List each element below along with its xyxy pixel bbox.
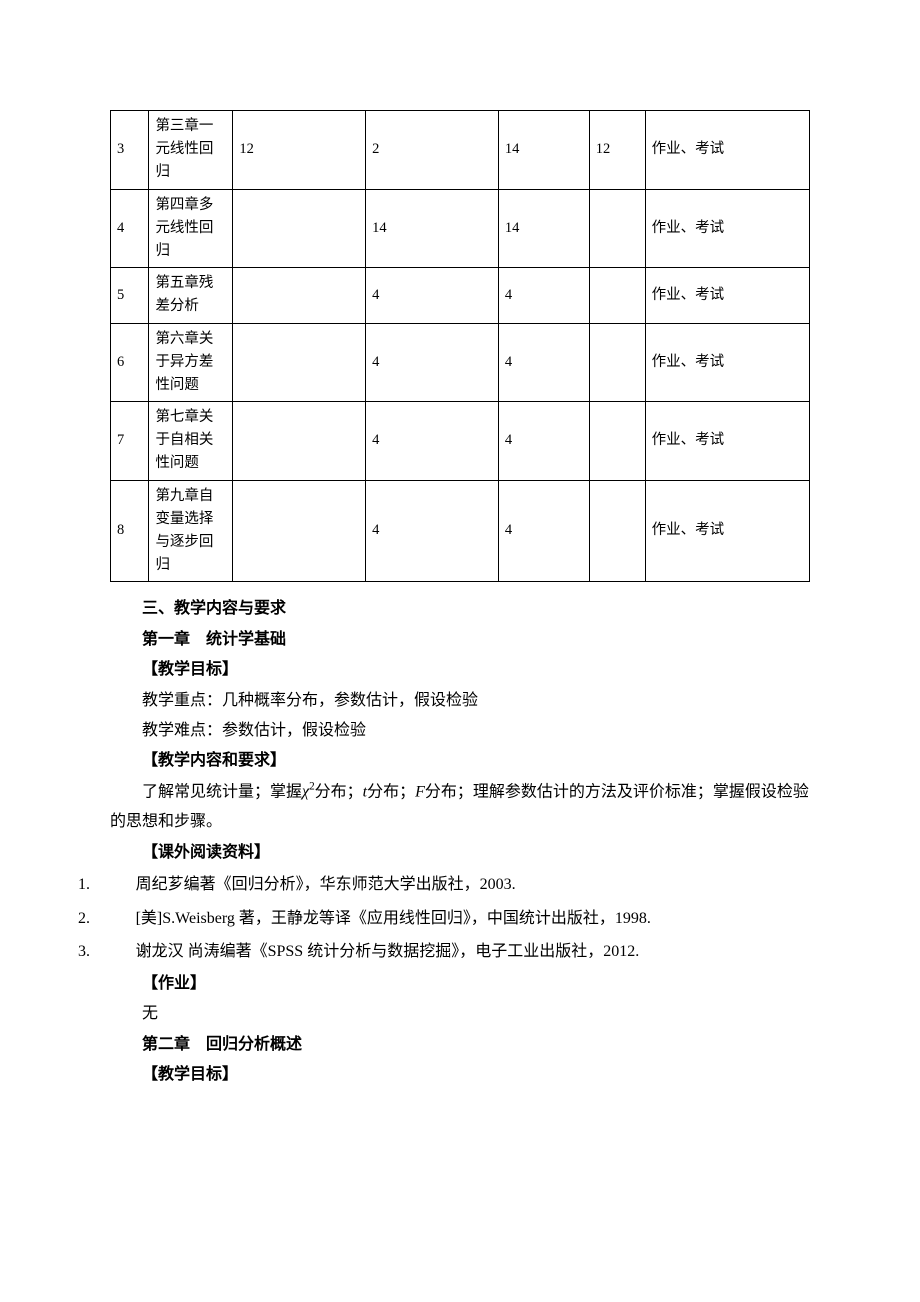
goal-label: 【教学目标】: [110, 655, 810, 685]
cell-c2: [233, 268, 366, 323]
cell-c6: 作业、考试: [645, 402, 809, 481]
page: 3 第三章一元线性回归 12 2 14 12 作业、考试 4 第四章多元线性回归…: [0, 0, 920, 1302]
cell-title: 第四章多元线性回归: [149, 189, 233, 268]
cell-num: 8: [111, 480, 149, 582]
cell-c4: 4: [498, 480, 589, 582]
ref-num: 3.: [110, 935, 136, 969]
cell-c4: 4: [498, 402, 589, 481]
syllabus-table: 3 第三章一元线性回归 12 2 14 12 作业、考试 4 第四章多元线性回归…: [110, 110, 810, 582]
cell-num: 6: [111, 323, 149, 402]
cell-num: 7: [111, 402, 149, 481]
cell-c2: 12: [233, 111, 366, 190]
goal-label-2: 【教学目标】: [110, 1060, 810, 1090]
table-row: 8 第九章自变量选择与逐步回归 4 4 作业、考试: [111, 480, 810, 582]
cell-c4: 14: [498, 189, 589, 268]
homework-label: 【作业】: [110, 969, 810, 999]
table-row: 6 第六章关于异方差性问题 4 4 作业、考试: [111, 323, 810, 402]
homework-value: 无: [110, 999, 810, 1029]
cell-title: 第六章关于异方差性问题: [149, 323, 233, 402]
cell-c6: 作业、考试: [645, 480, 809, 582]
syllabus-table-body: 3 第三章一元线性回归 12 2 14 12 作业、考试 4 第四章多元线性回归…: [111, 111, 810, 582]
cell-title: 第五章残差分析: [149, 268, 233, 323]
cell-c3: 4: [366, 323, 499, 402]
cell-c3: 4: [366, 402, 499, 481]
reading-label: 【课外阅读资料】: [110, 838, 810, 868]
content-prefix: 了解常见统计量；掌握: [142, 783, 302, 800]
cell-num: 3: [111, 111, 149, 190]
cell-c6: 作业、考试: [645, 323, 809, 402]
ref-num: 1.: [110, 868, 136, 902]
chi2-symbol: χ2: [302, 783, 315, 800]
reference-item: 1.周纪芗编著《回归分析》，华东师范大学出版社，2003.: [110, 868, 810, 902]
cell-c3: 2: [366, 111, 499, 190]
cell-c4: 4: [498, 323, 589, 402]
content-line: 了解常见统计量；掌握χ2分布；t分布；F分布；理解参数估计的方法及评价标准；掌握…: [110, 777, 810, 838]
ref-text: [美]S.Weisberg 著，王静龙等译《应用线性回归》，中国统计出版社，19…: [136, 910, 651, 927]
f-symbol: F: [415, 783, 425, 800]
cell-c2: [233, 323, 366, 402]
references-list: 1.周纪芗编著《回归分析》，华东师范大学出版社，2003. 2.[美]S.Wei…: [110, 868, 810, 969]
cell-c5: 12: [589, 111, 645, 190]
cell-c2: [233, 480, 366, 582]
cell-c5: [589, 189, 645, 268]
cell-c5: [589, 480, 645, 582]
section-heading: 三、教学内容与要求: [110, 594, 810, 624]
reference-item: 3.谢龙汉 尚涛编著《SPSS 统计分析与数据挖掘》，电子工业出版社，2012.: [110, 935, 810, 969]
focus-line: 教学重点：几种概率分布，参数估计，假设检验: [110, 686, 810, 716]
body-text: 三、教学内容与要求 第一章 统计学基础 【教学目标】 教学重点：几种概率分布，参…: [110, 594, 810, 1090]
cell-c5: [589, 402, 645, 481]
cell-title: 第七章关于自相关性问题: [149, 402, 233, 481]
cell-c2: [233, 402, 366, 481]
reference-item: 2.[美]S.Weisberg 著，王静龙等译《应用线性回归》，中国统计出版社，…: [110, 902, 810, 936]
content-mid2: 分布；: [367, 783, 415, 800]
difficulty-line: 教学难点：参数估计，假设检验: [110, 716, 810, 746]
table-row: 7 第七章关于自相关性问题 4 4 作业、考试: [111, 402, 810, 481]
content-mid1: 分布；: [315, 783, 363, 800]
cell-num: 4: [111, 189, 149, 268]
table-row: 5 第五章残差分析 4 4 作业、考试: [111, 268, 810, 323]
cell-c4: 14: [498, 111, 589, 190]
chapter1-heading: 第一章 统计学基础: [110, 625, 810, 655]
cell-num: 5: [111, 268, 149, 323]
chapter2-heading: 第二章 回归分析概述: [110, 1030, 810, 1060]
cell-title: 第三章一元线性回归: [149, 111, 233, 190]
cell-c5: [589, 323, 645, 402]
cell-c6: 作业、考试: [645, 111, 809, 190]
ref-text: 谢龙汉 尚涛编著《SPSS 统计分析与数据挖掘》，电子工业出版社，2012.: [136, 943, 640, 960]
cell-c6: 作业、考试: [645, 268, 809, 323]
cell-c5: [589, 268, 645, 323]
cell-c4: 4: [498, 268, 589, 323]
table-row: 4 第四章多元线性回归 14 14 作业、考试: [111, 189, 810, 268]
cell-c6: 作业、考试: [645, 189, 809, 268]
content-label: 【教学内容和要求】: [110, 746, 810, 776]
ref-num: 2.: [110, 902, 136, 936]
cell-title: 第九章自变量选择与逐步回归: [149, 480, 233, 582]
cell-c3: 4: [366, 268, 499, 323]
cell-c3: 4: [366, 480, 499, 582]
ref-text: 周纪芗编著《回归分析》，华东师范大学出版社，2003.: [136, 876, 516, 893]
table-row: 3 第三章一元线性回归 12 2 14 12 作业、考试: [111, 111, 810, 190]
cell-c3: 14: [366, 189, 499, 268]
cell-c2: [233, 189, 366, 268]
